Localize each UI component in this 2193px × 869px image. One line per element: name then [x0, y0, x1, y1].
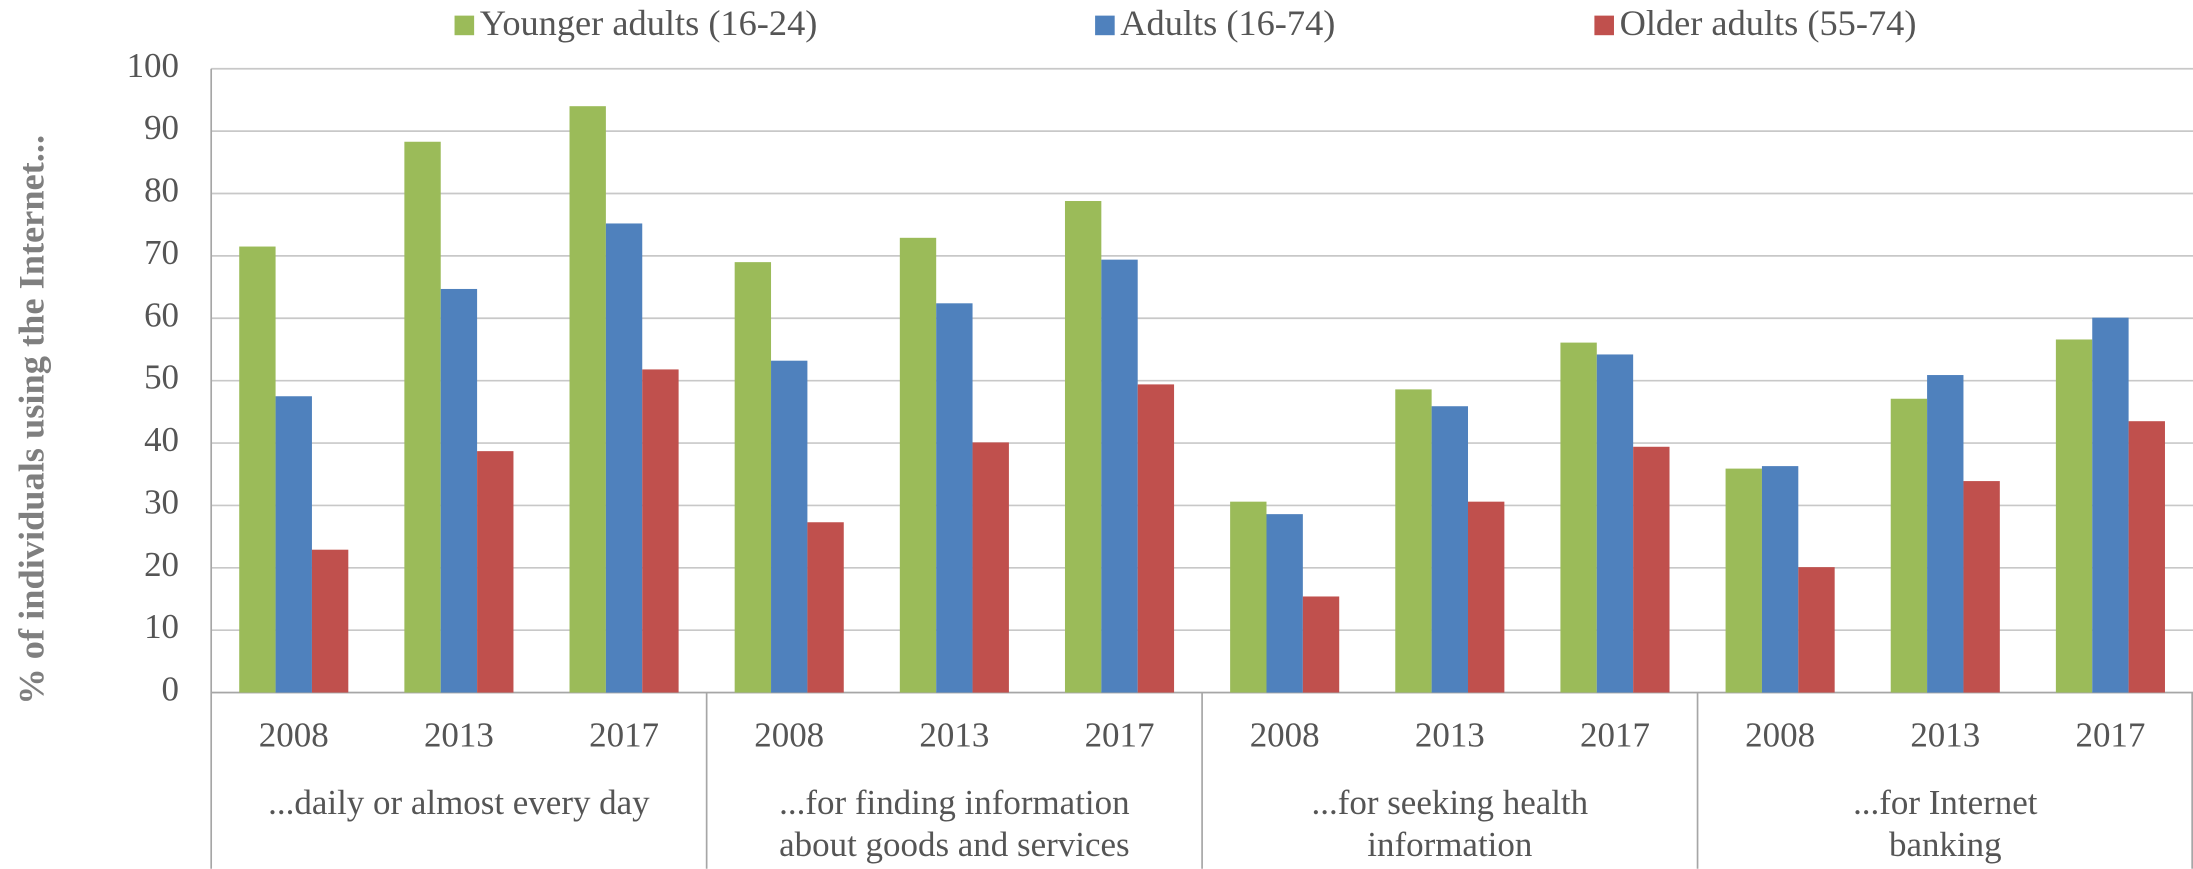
y-tick-label: 90 — [144, 108, 179, 147]
bar — [1798, 567, 1835, 693]
bar — [1431, 406, 1469, 693]
bar — [1927, 375, 1964, 693]
x-tick-label: 2013 — [1910, 716, 1980, 755]
group-label: ...for seeking health — [1312, 783, 1589, 822]
bar — [936, 303, 973, 693]
group-label: banking — [1889, 825, 2002, 864]
bar — [477, 451, 514, 693]
bar — [1101, 259, 1138, 693]
group-label: about goods and services — [779, 825, 1129, 864]
x-tick-label: 2017 — [589, 716, 659, 755]
bar — [440, 288, 478, 693]
y-axis-title: % of individuals using the Internet... — [11, 135, 51, 705]
x-tick-label: 2008 — [259, 716, 329, 755]
y-tick-label: 30 — [144, 482, 179, 521]
legend-swatch — [454, 15, 475, 36]
legend-label: Older adults (55-74) — [1620, 3, 1917, 43]
x-tick-label: 2017 — [2075, 716, 2145, 755]
x-tick-label: 2008 — [1745, 716, 1815, 755]
legend-label: Adults (16-74) — [1120, 3, 1335, 43]
bar — [2092, 317, 2129, 693]
bar — [807, 522, 844, 693]
y-tick-label: 100 — [127, 46, 179, 85]
bar — [311, 549, 349, 693]
group-label: ...for finding information — [779, 783, 1129, 822]
bar — [1230, 501, 1267, 693]
legend-swatch — [1594, 15, 1614, 36]
y-tick-label: 0 — [162, 670, 179, 709]
bar — [1890, 398, 1928, 693]
bar — [569, 106, 606, 693]
y-tick-label: 50 — [144, 358, 179, 397]
legend-label: Younger adults (16-24) — [480, 3, 818, 43]
bar — [642, 369, 679, 693]
bar — [972, 442, 1009, 693]
bar — [1596, 354, 1634, 693]
x-tick-label: 2013 — [1415, 716, 1485, 755]
x-tick-label: 2008 — [1250, 716, 1320, 755]
y-tick-label: 80 — [144, 171, 179, 210]
bar — [1761, 466, 1799, 693]
bar — [2128, 421, 2165, 693]
y-tick-label: 70 — [144, 233, 179, 272]
bar — [1963, 481, 2000, 693]
bar — [1266, 514, 1303, 693]
bar — [605, 223, 643, 693]
y-tick-label: 20 — [144, 545, 179, 584]
bar — [734, 262, 772, 693]
bar — [239, 246, 276, 693]
bar — [1137, 384, 1175, 693]
bar — [1302, 596, 1340, 693]
x-tick-label: 2017 — [1085, 716, 1155, 755]
legend-swatch — [1095, 15, 1115, 36]
bar — [1064, 201, 1102, 693]
bar — [1395, 389, 1432, 693]
y-tick-label: 10 — [144, 607, 179, 646]
bar — [1468, 501, 1505, 693]
x-tick-label: 2017 — [1580, 716, 1650, 755]
group-label: information — [1367, 825, 1532, 864]
bar — [1560, 342, 1597, 693]
x-tick-label: 2013 — [919, 716, 989, 755]
group-label: ...daily or almost every day — [268, 783, 650, 822]
x-tick-label: 2013 — [424, 716, 494, 755]
bar — [1725, 468, 1762, 693]
y-tick-label: 60 — [144, 295, 179, 334]
x-tick-label: 2008 — [754, 716, 824, 755]
y-tick-label: 40 — [144, 420, 179, 459]
bar — [2055, 339, 2093, 693]
bar — [275, 396, 312, 693]
bar — [1633, 446, 1670, 693]
group-label: ...for Internet — [1853, 783, 2038, 822]
bar — [771, 360, 808, 693]
bar — [899, 237, 937, 693]
bar — [404, 141, 441, 693]
